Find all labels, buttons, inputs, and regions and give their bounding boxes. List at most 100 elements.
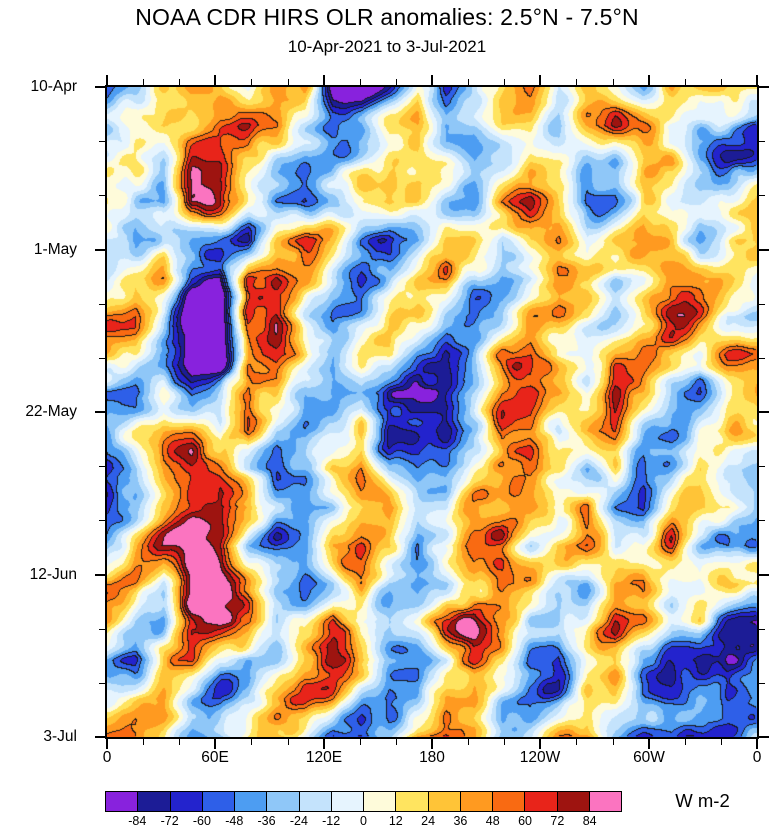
y-minor-tick bbox=[759, 683, 765, 684]
colorbar: -84 -72 -60 -48 -36 -24 -12 0 12 24 36 48 60 72 84 bbox=[105, 791, 622, 828]
x-tick-label: 180 bbox=[419, 749, 445, 766]
x-tick-label: 0 bbox=[752, 749, 762, 766]
x-minor-tick bbox=[576, 79, 577, 85]
y-major-tick bbox=[95, 249, 105, 251]
y-minor-tick bbox=[759, 304, 765, 305]
x-minor-tick bbox=[396, 79, 397, 85]
y-minor-tick bbox=[759, 629, 765, 630]
x-minor-tick bbox=[613, 739, 614, 745]
colorbar-segment bbox=[137, 792, 170, 811]
y-minor-tick bbox=[99, 629, 105, 630]
colorbar-segment bbox=[588, 792, 621, 811]
colorbar-tick-label: 24 bbox=[421, 814, 436, 828]
plot-area: 10-Apr 1-May 22-May 12-Jun 3-Jul 0 60E 120E 180 1… bbox=[25, 75, 769, 766]
colorbar-tick-label: -84 bbox=[128, 814, 147, 828]
colorbar-tick-label: 48 bbox=[485, 814, 500, 828]
colorbar-tick-label: 60 bbox=[518, 814, 533, 828]
colorbar-tick-labels: -84 -72 -60 -48 -36 -24 -12 0 12 24 36 48 60 72 84 bbox=[105, 814, 622, 830]
colorbar-units-label: W m-2 bbox=[675, 790, 730, 811]
colorbar-tick-label: -24 bbox=[289, 814, 308, 828]
colorbar-tick-label: 84 bbox=[582, 814, 597, 828]
y-minor-tick bbox=[99, 520, 105, 521]
x-tick-label: 120E bbox=[305, 749, 343, 766]
x-minor-tick bbox=[468, 739, 469, 745]
x-minor-tick bbox=[685, 79, 686, 85]
x-tick-label: 60W bbox=[633, 749, 665, 766]
y-tick-label: 3-Jul bbox=[43, 728, 77, 745]
x-major-tick bbox=[106, 75, 108, 85]
x-minor-tick bbox=[396, 739, 397, 745]
y-minor-tick bbox=[759, 466, 765, 467]
x-major-tick bbox=[648, 75, 650, 85]
y-major-tick bbox=[759, 86, 769, 88]
x-minor-tick bbox=[288, 739, 289, 745]
colorbar-segment bbox=[201, 792, 234, 811]
x-minor-tick bbox=[721, 739, 722, 745]
x-minor-tick bbox=[143, 79, 144, 85]
colorbar-tick-label: -12 bbox=[322, 814, 341, 828]
colorbar-tick-label: 72 bbox=[550, 814, 565, 828]
x-minor-tick bbox=[360, 739, 361, 745]
y-minor-tick bbox=[99, 195, 105, 196]
y-major-tick bbox=[759, 249, 769, 251]
y-major-tick bbox=[759, 736, 769, 738]
x-major-tick bbox=[431, 739, 433, 749]
colorbar-tick-label: 12 bbox=[388, 814, 403, 828]
colorbar-segment bbox=[330, 792, 363, 811]
x-minor-tick bbox=[721, 79, 722, 85]
x-minor-tick bbox=[576, 739, 577, 745]
y-minor-tick bbox=[99, 466, 105, 467]
x-minor-tick bbox=[468, 79, 469, 85]
y-minor-tick bbox=[99, 358, 105, 359]
colorbar-tick-label: 36 bbox=[453, 814, 468, 828]
x-minor-tick bbox=[179, 79, 180, 85]
x-minor-tick bbox=[504, 79, 505, 85]
x-minor-tick bbox=[143, 739, 144, 745]
x-major-tick bbox=[323, 75, 325, 85]
x-major-tick bbox=[539, 739, 541, 749]
colorbar-segment bbox=[169, 792, 202, 811]
chart-subtitle: 10-Apr-2021 to 3-Jul-2021 bbox=[287, 37, 487, 56]
x-major-tick bbox=[431, 75, 433, 85]
y-major-tick bbox=[759, 574, 769, 576]
colorbar-segment bbox=[363, 792, 396, 811]
y-minor-tick bbox=[759, 520, 765, 521]
y-tick-label: 1-May bbox=[33, 241, 77, 258]
x-minor-tick bbox=[360, 79, 361, 85]
x-tick-label: 120W bbox=[519, 749, 561, 766]
y-minor-tick bbox=[99, 304, 105, 305]
colorbar-segment bbox=[266, 792, 299, 811]
x-minor-tick bbox=[613, 79, 614, 85]
heatmap-canvas bbox=[107, 87, 757, 737]
colorbar-segment bbox=[459, 792, 492, 811]
x-major-tick bbox=[214, 75, 216, 85]
y-major-tick bbox=[95, 736, 105, 738]
x-minor-tick bbox=[251, 739, 252, 745]
x-major-tick bbox=[323, 739, 325, 749]
colorbar-segment bbox=[106, 792, 138, 811]
colorbar-segment bbox=[298, 792, 331, 811]
chart-title: NOAA CDR HIRS OLR anomalies: 2.5°N - 7.5… bbox=[135, 4, 639, 30]
x-major-tick bbox=[648, 739, 650, 749]
y-tick-label: 22-May bbox=[25, 403, 77, 420]
x-minor-tick bbox=[288, 79, 289, 85]
y-major-tick bbox=[95, 411, 105, 413]
y-major-tick bbox=[95, 574, 105, 576]
x-major-tick bbox=[106, 739, 108, 749]
colorbar-swatches bbox=[105, 791, 622, 812]
y-tick-label: 12-Jun bbox=[29, 566, 77, 583]
x-major-tick bbox=[214, 739, 216, 749]
x-minor-tick bbox=[179, 739, 180, 745]
colorbar-tick-label: -72 bbox=[160, 814, 179, 828]
y-major-tick bbox=[95, 86, 105, 88]
x-major-tick bbox=[756, 75, 758, 85]
colorbar-tick-label: -36 bbox=[257, 814, 276, 828]
x-minor-tick bbox=[685, 739, 686, 745]
colorbar-segment bbox=[556, 792, 589, 811]
x-tick-label: 60E bbox=[201, 749, 229, 766]
y-major-tick bbox=[759, 411, 769, 413]
colorbar-tick-label: -60 bbox=[192, 814, 211, 828]
colorbar-segment bbox=[524, 792, 557, 811]
y-minor-tick bbox=[759, 195, 765, 196]
colorbar-segment bbox=[234, 792, 267, 811]
